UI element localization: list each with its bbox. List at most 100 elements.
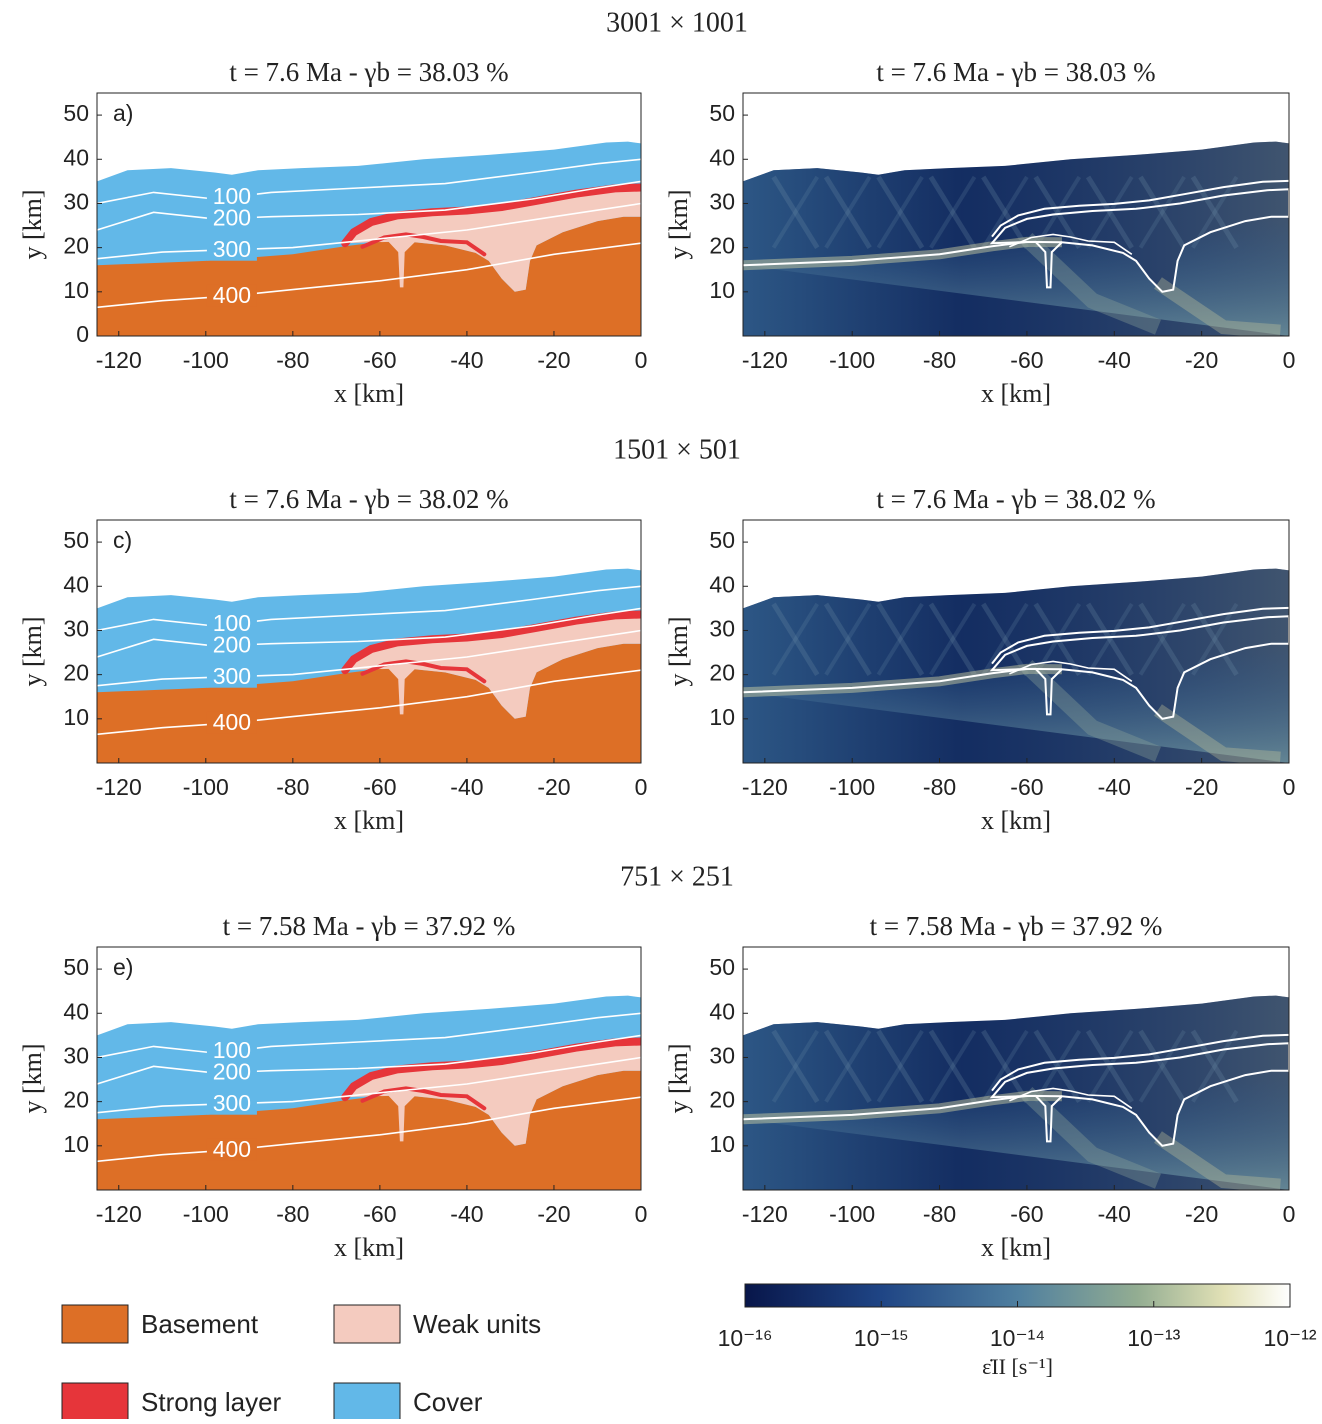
x-tick-label: -120 [96, 347, 142, 373]
x-tick-label: 0 [1283, 774, 1296, 800]
legend-label: Basement [141, 1309, 259, 1339]
shear-band [1033, 175, 1082, 249]
shear-band [928, 1029, 977, 1103]
isotherm-label-bg [206, 238, 257, 261]
outline [989, 188, 1289, 293]
isotherm-label: 100 [213, 610, 251, 636]
isotherm [97, 1034, 641, 1085]
axes-box [742, 92, 1290, 337]
shear-band [981, 175, 1029, 249]
x-tick-label: -60 [1010, 1201, 1043, 1227]
shear-band [823, 175, 872, 249]
colorbar-tick-label: 10⁻¹³ [1127, 1325, 1180, 1351]
isotherm [97, 669, 641, 736]
y-tick-label: 10 [63, 1131, 89, 1157]
shear-band [929, 602, 977, 676]
plot-area [743, 995, 1289, 1190]
isotherm-label-bg [206, 207, 257, 230]
x-tick-label: -120 [742, 347, 788, 373]
y-tick-label: 40 [709, 998, 735, 1024]
x-tick-label: -60 [363, 347, 396, 373]
shear-band [1033, 602, 1082, 676]
outline [989, 1042, 1289, 1147]
shear-band [1138, 1029, 1187, 1103]
isotherm-label-bg [206, 284, 257, 307]
y-tick-label: 50 [709, 527, 735, 553]
shear-band [1138, 602, 1187, 676]
shear-band [981, 602, 1030, 676]
shear-band [1191, 602, 1239, 676]
colorbar-tick-label: 10⁻¹⁵ [854, 1325, 909, 1351]
colorbar-tick-label: 10⁻¹⁶ [718, 1325, 773, 1351]
x-tick-label: -100 [183, 774, 229, 800]
isotherm-label: 200 [213, 204, 251, 230]
isotherm [97, 242, 641, 309]
shear-band [1190, 175, 1239, 249]
legend-swatch [333, 1304, 401, 1344]
isotherm [97, 158, 641, 205]
isotherm-label: 400 [213, 1136, 251, 1162]
y-tick-label: 10 [63, 704, 89, 730]
x-tick-label: 0 [635, 774, 648, 800]
x-tick-label: -120 [96, 1201, 142, 1227]
isotherm [97, 607, 641, 658]
shear-band [771, 175, 819, 249]
isotherm [97, 180, 641, 231]
isotherm-label-bg [206, 612, 257, 635]
y-tick-label: 40 [63, 571, 89, 597]
shear-band [1191, 1029, 1239, 1103]
strong-layer [341, 610, 641, 675]
outline [991, 179, 1289, 238]
shear-band [823, 602, 872, 676]
isotherm-label: 300 [213, 236, 251, 262]
interface-glow [1021, 1086, 1161, 1189]
y-tick-label: 30 [709, 189, 735, 215]
y-tick-label: 10 [709, 277, 735, 303]
interface-glow [1154, 704, 1281, 763]
grid-title: 751 × 251 [620, 861, 734, 892]
x-axis-label: x [km] [334, 1233, 404, 1262]
shear-band [1190, 1029, 1239, 1103]
shear-band [981, 1029, 1030, 1103]
colorbar-tick-label: 10⁻¹² [1263, 1325, 1316, 1351]
y-tick-label: 20 [63, 660, 89, 686]
isotherm-label-bg [206, 665, 257, 688]
shear-band [771, 175, 820, 249]
shear-band [876, 602, 924, 676]
axes-box [96, 519, 642, 764]
y-tick-label: 50 [709, 100, 735, 126]
panel: -120 -100 -80 -60 -40 -20 0 10 20 30 40 50 d) t = 7.6… [664, 484, 1295, 835]
isotherm [97, 1012, 641, 1059]
x-tick-label: -80 [923, 1201, 956, 1227]
panel-label: a) [113, 100, 133, 126]
y-tick-label: 0 [76, 321, 89, 347]
x-tick-label: -100 [829, 1201, 875, 1227]
isotherm-label: 200 [213, 1058, 251, 1084]
panel: -120 -100 -80 -60 -40 -20 0 10 20 30 40 50 f) t = 7.5… [664, 911, 1295, 1262]
y-tick-label: 20 [63, 233, 89, 259]
shear-band [1085, 602, 1134, 676]
panel-title: t = 7.6 Ma - γb = 38.03 % [229, 57, 508, 87]
y-tick-label: 20 [63, 1087, 89, 1113]
shear-band [771, 602, 820, 676]
x-tick-label: -80 [276, 1201, 309, 1227]
interface-glow [1021, 659, 1161, 762]
shear-band [876, 175, 925, 249]
x-tick-label: -20 [1185, 347, 1218, 373]
interface-glow [1021, 232, 1161, 335]
x-tick-label: -80 [923, 774, 956, 800]
x-tick-label: -20 [537, 347, 570, 373]
x-axis-label: x [km] [334, 379, 404, 408]
isotherm [97, 629, 641, 687]
x-tick-label: -80 [923, 347, 956, 373]
plot-area [743, 568, 1289, 763]
shear-band [824, 602, 872, 676]
axes-box [96, 946, 642, 1191]
x-tick-label: -20 [1185, 1201, 1218, 1227]
x-axis-label: x [km] [334, 806, 404, 835]
shear-band [1138, 175, 1186, 249]
interface-glow [1154, 277, 1281, 336]
strong-layer [360, 232, 487, 257]
